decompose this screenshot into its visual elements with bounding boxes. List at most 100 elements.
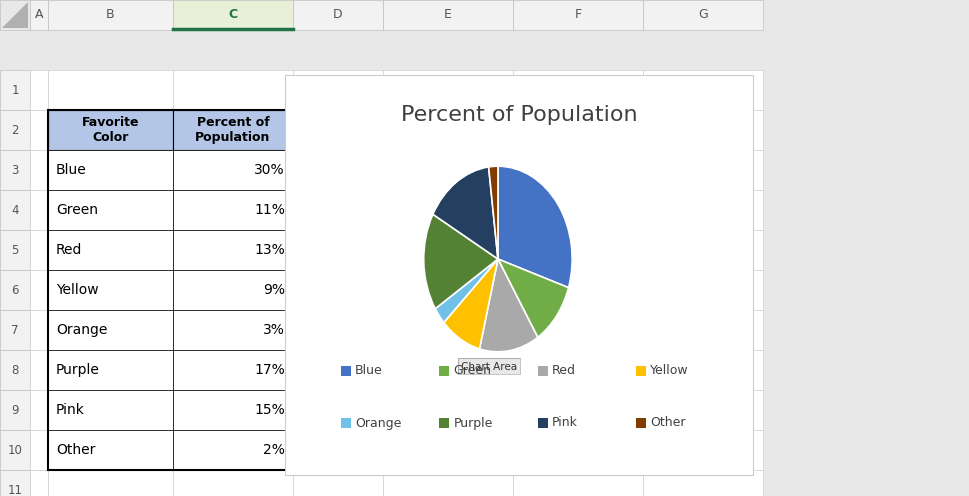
Bar xyxy=(173,190,293,230)
Bar xyxy=(173,230,293,270)
Text: Yellow: Yellow xyxy=(650,365,689,377)
Text: Orange: Orange xyxy=(56,323,108,337)
Bar xyxy=(293,310,383,350)
Bar xyxy=(383,70,513,110)
Bar xyxy=(383,110,513,150)
Bar xyxy=(513,110,643,150)
Bar xyxy=(30,310,48,350)
Text: Purple: Purple xyxy=(56,363,100,377)
Wedge shape xyxy=(480,259,538,352)
Bar xyxy=(48,190,173,230)
Bar xyxy=(30,270,48,310)
Text: Percent of
Population: Percent of Population xyxy=(196,116,270,144)
Text: Favorite
Color: Favorite Color xyxy=(81,116,140,144)
Bar xyxy=(383,470,513,496)
Text: 2%: 2% xyxy=(264,443,285,457)
Bar xyxy=(439,418,450,428)
Text: 11: 11 xyxy=(8,484,22,496)
Bar xyxy=(173,390,293,430)
Bar xyxy=(643,390,763,430)
Bar xyxy=(173,430,293,470)
Bar xyxy=(459,359,521,375)
Bar xyxy=(513,230,643,270)
Bar xyxy=(48,230,173,270)
Bar xyxy=(173,310,293,350)
Wedge shape xyxy=(444,259,498,349)
Text: Percent of Population: Percent of Population xyxy=(401,105,638,125)
Bar xyxy=(513,150,643,190)
Text: 9: 9 xyxy=(12,404,18,417)
Bar xyxy=(0,110,30,150)
Bar xyxy=(293,430,383,470)
Text: 7: 7 xyxy=(12,323,18,336)
Bar xyxy=(48,70,173,110)
Bar xyxy=(293,70,383,110)
Bar xyxy=(383,0,513,30)
Bar xyxy=(383,310,513,350)
Wedge shape xyxy=(423,214,498,309)
Text: Blue: Blue xyxy=(56,163,87,177)
Polygon shape xyxy=(0,0,30,30)
Bar xyxy=(383,150,513,190)
Bar xyxy=(513,70,643,110)
Bar xyxy=(383,270,513,310)
Bar xyxy=(48,390,173,430)
Bar xyxy=(458,358,520,374)
Text: Red: Red xyxy=(56,243,82,257)
Bar xyxy=(0,270,30,310)
Bar xyxy=(643,0,763,30)
Bar xyxy=(173,430,293,470)
Text: 10: 10 xyxy=(8,443,22,456)
Bar xyxy=(513,310,643,350)
Bar xyxy=(293,350,383,390)
Bar xyxy=(293,390,383,430)
Bar xyxy=(173,110,293,150)
Bar xyxy=(636,366,646,376)
Bar xyxy=(173,390,293,430)
Text: 30%: 30% xyxy=(255,163,285,177)
Text: 1: 1 xyxy=(12,83,18,97)
Bar xyxy=(30,0,48,30)
Bar xyxy=(0,390,30,430)
Bar xyxy=(173,310,293,350)
Bar xyxy=(30,190,48,230)
Bar xyxy=(513,470,643,496)
Bar xyxy=(30,430,48,470)
Bar xyxy=(293,190,383,230)
Text: Other: Other xyxy=(56,443,95,457)
Bar xyxy=(643,350,763,390)
Bar xyxy=(383,230,513,270)
Bar xyxy=(48,430,173,470)
Bar xyxy=(48,350,173,390)
Text: Purple: Purple xyxy=(453,417,493,430)
Bar xyxy=(48,350,173,390)
Text: E: E xyxy=(444,8,452,21)
Bar xyxy=(341,366,351,376)
Bar xyxy=(48,110,173,150)
Bar xyxy=(293,110,383,150)
Bar xyxy=(0,230,30,270)
Bar xyxy=(48,190,173,230)
Bar xyxy=(48,270,173,310)
Bar xyxy=(513,390,643,430)
Bar xyxy=(173,150,293,190)
Wedge shape xyxy=(498,259,569,337)
Text: Other: Other xyxy=(650,417,685,430)
Bar xyxy=(48,390,173,430)
Bar xyxy=(48,230,173,270)
Bar xyxy=(48,150,173,190)
Bar xyxy=(293,470,383,496)
Bar xyxy=(538,418,547,428)
Text: C: C xyxy=(229,8,237,21)
Text: 4: 4 xyxy=(12,203,18,216)
Bar xyxy=(48,110,173,150)
Bar xyxy=(173,70,293,110)
Bar xyxy=(0,70,30,110)
Bar xyxy=(173,270,293,310)
Bar xyxy=(643,110,763,150)
Bar xyxy=(173,350,293,390)
Wedge shape xyxy=(433,167,498,259)
Bar xyxy=(513,270,643,310)
Bar xyxy=(0,430,30,470)
Bar xyxy=(293,150,383,190)
